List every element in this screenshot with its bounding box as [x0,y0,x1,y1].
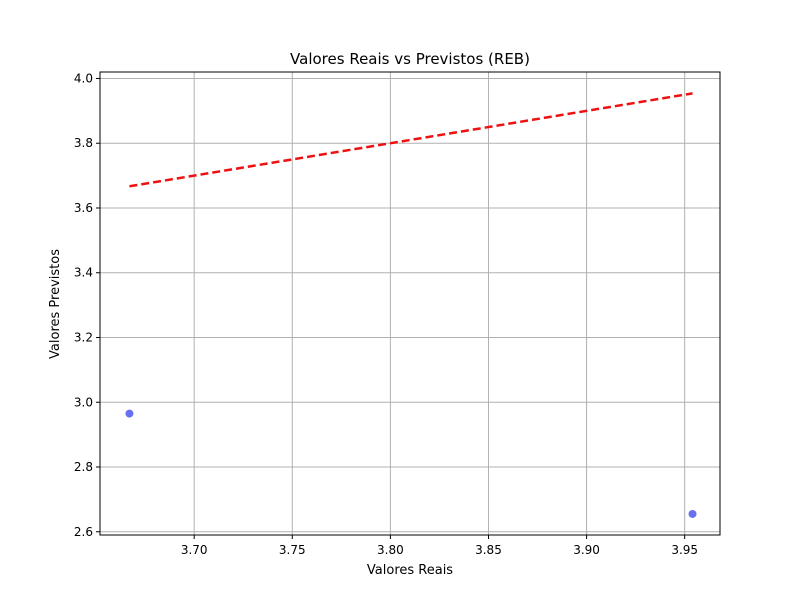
chart-title: Valores Reais vs Previstos (REB) [290,50,530,68]
data-point [125,409,134,418]
grid [100,72,720,535]
x-tick-label: 3.85 [475,543,502,557]
reference-line [129,92,693,188]
y-tick-label: 3.4 [74,266,93,280]
y-tick-label: 3.0 [74,395,93,409]
y-tick-label: 2.6 [74,525,93,539]
x-tick-label: 3.75 [279,543,306,557]
y-tick-label: 3.8 [74,136,93,150]
y-tick-label: 4.0 [74,71,93,85]
x-tick-label: 3.70 [181,543,208,557]
y-axis-label: Valores Previstos [48,249,63,359]
series [125,92,697,518]
ticks: 3.70 3.75 3.80 3.85 3.90 3.95 2.6 2.8 3.0 3.2 3.4 3… [74,71,698,557]
x-axis-label: Valores Reais [367,563,453,578]
y-tick-label: 3.6 [74,201,93,215]
x-tick-label: 3.90 [573,543,600,557]
y-tick-label: 2.8 [74,460,93,474]
y-tick-label: 3.2 [74,330,93,344]
x-tick-label: 3.80 [377,543,404,557]
data-point [688,509,697,518]
plot-frame [99,71,721,536]
x-tick-label: 3.95 [671,543,698,557]
